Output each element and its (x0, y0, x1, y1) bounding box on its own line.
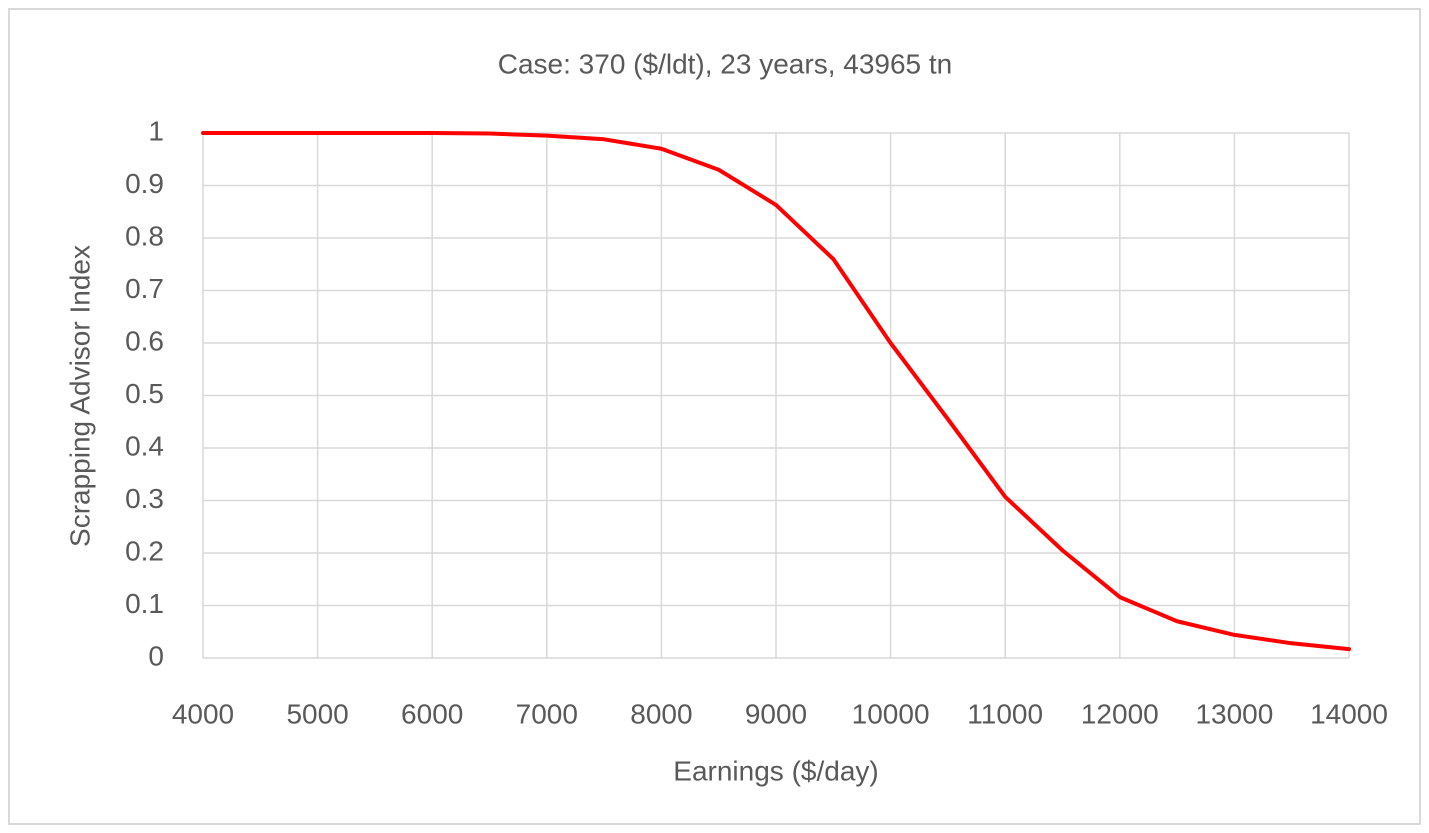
x-tick-label: 13000 (1195, 698, 1273, 729)
x-tick-label: 7000 (516, 698, 578, 729)
y-tick-label: 0.1 (125, 588, 164, 619)
y-tick-label: 1 (148, 115, 164, 146)
x-tick-label: 9000 (745, 698, 807, 729)
y-tick-label: 0.9 (125, 168, 164, 199)
y-axis-label: Scrapping Advisor Index (64, 245, 95, 547)
y-tick-label: 0 (148, 640, 164, 671)
chart-title: Case: 370 ($/ldt), 23 years, 43965 tn (498, 48, 953, 79)
x-tick-label: 10000 (852, 698, 930, 729)
chart-border (8, 8, 1421, 825)
x-tick-label: 5000 (286, 698, 348, 729)
y-tick-label: 0.7 (125, 273, 164, 304)
y-tick-label: 0.4 (125, 430, 164, 461)
x-tick-label: 11000 (967, 698, 1043, 729)
x-tick-label: 12000 (1081, 698, 1159, 729)
x-tick-label: 14000 (1310, 698, 1388, 729)
y-tick-label: 0.8 (125, 220, 164, 251)
x-tick-label: 8000 (630, 698, 692, 729)
data-line (201, 131, 1351, 652)
y-tick-label: 0.6 (125, 325, 164, 356)
y-tick-label: 0.3 (125, 483, 164, 514)
x-tick-label: 6000 (401, 698, 463, 729)
y-tick-label: 0.2 (125, 535, 164, 566)
x-axis-label: Earnings ($/day) (673, 755, 878, 786)
y-tick-label: 0.5 (125, 378, 164, 409)
x-tick-label: 4000 (172, 698, 234, 729)
